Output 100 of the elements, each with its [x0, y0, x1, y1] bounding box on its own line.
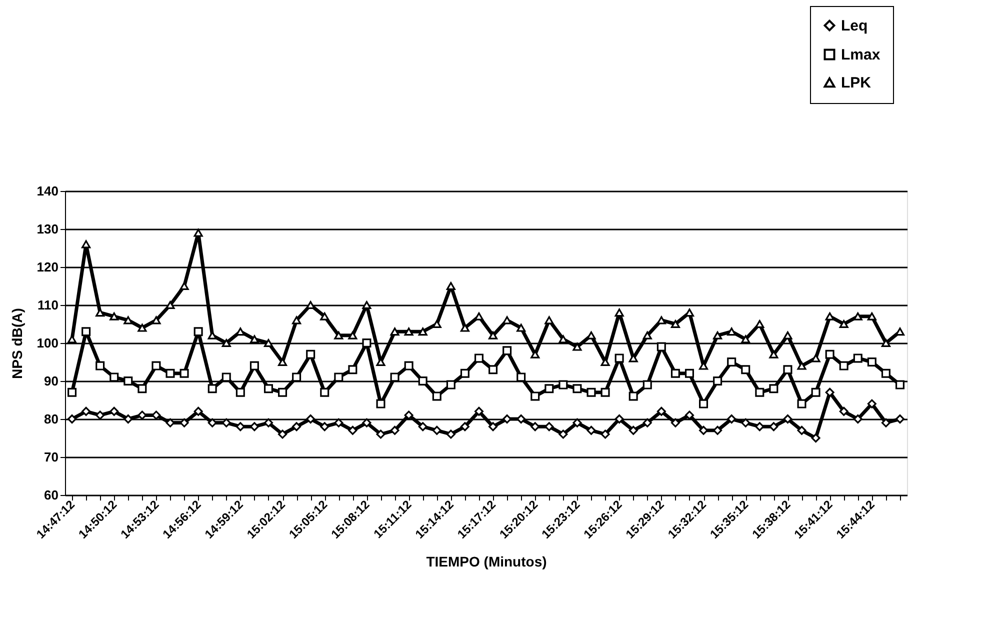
point — [881, 368, 890, 378]
point — [783, 414, 792, 424]
point — [783, 365, 792, 374]
point — [292, 422, 302, 432]
point — [432, 426, 442, 435]
point — [544, 316, 554, 324]
point — [236, 388, 245, 397]
point — [138, 324, 147, 332]
point — [881, 338, 890, 348]
point — [82, 240, 91, 248]
point — [124, 376, 133, 386]
y-tick-label: 60 — [44, 488, 58, 502]
point — [222, 372, 231, 382]
y-tick-label: 80 — [44, 412, 58, 426]
point — [376, 399, 386, 408]
point — [628, 354, 638, 362]
point — [460, 368, 470, 378]
point — [867, 357, 876, 367]
point — [600, 388, 610, 397]
point — [544, 384, 554, 394]
point — [418, 422, 428, 432]
point — [278, 358, 288, 366]
point — [797, 426, 806, 435]
point — [138, 384, 147, 394]
point — [741, 335, 750, 344]
point — [278, 430, 288, 439]
y-tick-label: 120 — [36, 260, 58, 274]
point — [152, 361, 161, 370]
point — [418, 376, 428, 386]
point — [769, 350, 778, 358]
point — [572, 418, 582, 428]
point — [194, 327, 203, 336]
point — [460, 422, 470, 432]
point — [797, 399, 806, 408]
point — [404, 328, 414, 336]
point — [334, 372, 344, 382]
point — [306, 414, 316, 424]
point — [250, 361, 259, 370]
point — [825, 312, 834, 320]
point — [348, 365, 358, 374]
point — [320, 388, 330, 397]
point — [516, 414, 526, 424]
point — [502, 414, 512, 424]
y-tick-label: 70 — [44, 450, 58, 464]
point — [320, 422, 330, 432]
point — [755, 320, 764, 328]
point — [180, 282, 189, 290]
point — [222, 338, 231, 348]
point — [586, 388, 596, 397]
point — [783, 331, 792, 340]
point — [306, 350, 316, 359]
point — [474, 354, 484, 363]
point — [853, 414, 862, 424]
point — [614, 308, 624, 317]
point — [208, 384, 217, 394]
point — [376, 430, 386, 439]
point — [530, 350, 540, 358]
point — [727, 414, 736, 424]
point — [895, 414, 904, 424]
point — [825, 350, 834, 359]
point — [656, 406, 666, 416]
point — [166, 368, 175, 378]
point — [839, 406, 848, 416]
point — [642, 331, 652, 340]
point — [628, 392, 638, 401]
point — [811, 433, 820, 443]
point — [96, 308, 105, 317]
point — [558, 380, 568, 390]
point — [474, 406, 484, 416]
legend-label: Lmax — [841, 46, 881, 64]
point — [825, 388, 834, 397]
y-tick-label: 130 — [36, 222, 58, 236]
point — [348, 426, 358, 435]
point — [68, 335, 77, 344]
point — [236, 422, 245, 432]
point — [348, 331, 358, 340]
y-tick-label: 110 — [38, 298, 58, 312]
point — [839, 361, 848, 370]
point — [769, 422, 778, 432]
point — [446, 430, 456, 439]
point — [853, 354, 862, 363]
point — [614, 414, 624, 424]
point — [853, 312, 862, 320]
point — [670, 418, 680, 428]
point — [404, 410, 414, 420]
point — [110, 406, 119, 416]
point — [670, 368, 680, 378]
point — [488, 331, 498, 340]
point — [713, 426, 722, 435]
point — [502, 316, 512, 324]
y-axis-title: NPS dB(A) — [8, 308, 25, 379]
point — [432, 392, 442, 401]
point — [488, 365, 498, 374]
point — [292, 372, 302, 382]
legend-label: Leq — [841, 18, 868, 34]
point — [320, 312, 330, 320]
point — [544, 422, 554, 432]
point — [390, 372, 400, 382]
point — [68, 388, 77, 397]
point — [530, 392, 540, 401]
